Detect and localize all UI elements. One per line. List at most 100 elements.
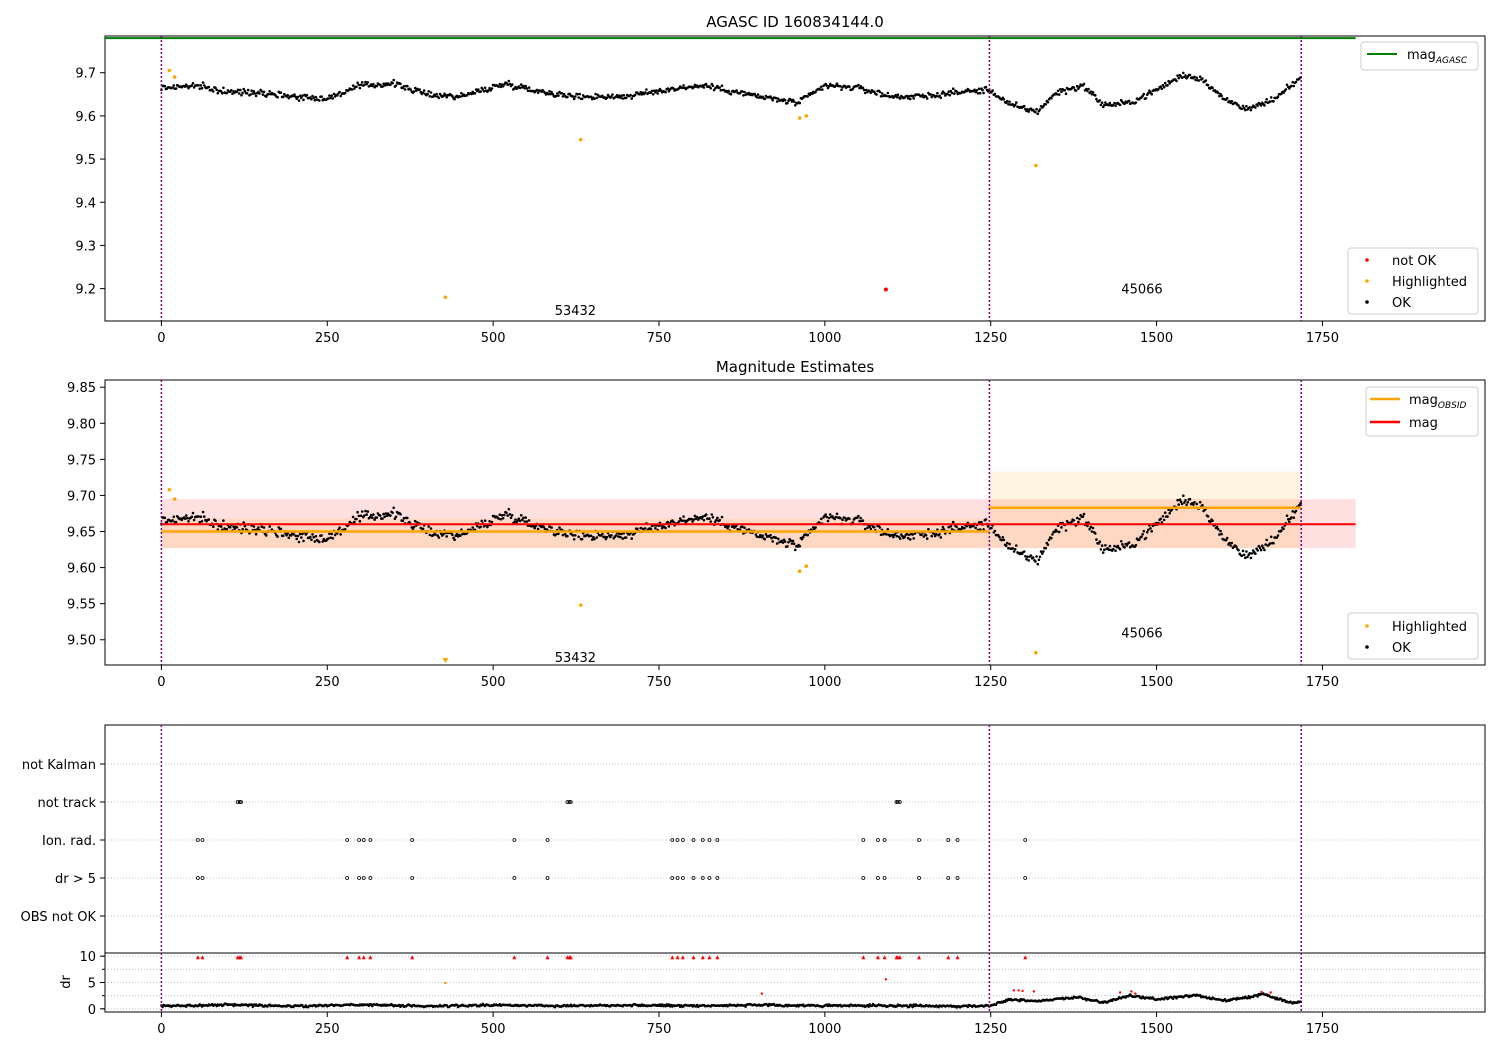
ok-point bbox=[818, 88, 822, 91]
ok-point bbox=[866, 526, 869, 530]
dr-capped-marker bbox=[368, 955, 373, 960]
dr-capped-marker bbox=[707, 955, 712, 960]
ok-point bbox=[941, 525, 945, 529]
ok-point bbox=[250, 89, 253, 92]
ok-point bbox=[701, 515, 705, 518]
ok-point bbox=[174, 87, 178, 90]
ok-point bbox=[993, 92, 997, 96]
ok-point bbox=[1055, 92, 1059, 96]
ok-point bbox=[865, 88, 868, 92]
ok-point bbox=[1291, 80, 1294, 84]
ok-point bbox=[666, 87, 670, 90]
ok-point bbox=[1074, 89, 1078, 92]
dr-flagged-point bbox=[1130, 990, 1133, 993]
legend-box bbox=[1360, 41, 1479, 71]
ok-point bbox=[375, 84, 379, 88]
dr-point bbox=[250, 1003, 253, 1006]
flag-marker bbox=[700, 876, 705, 880]
ok-point bbox=[1160, 87, 1164, 91]
ok-point bbox=[1288, 520, 1291, 523]
dr-capped-marker bbox=[345, 955, 350, 960]
ok-point bbox=[851, 521, 855, 524]
ok-point bbox=[1285, 83, 1289, 87]
flag-marker bbox=[239, 800, 243, 804]
ok-point bbox=[402, 85, 406, 88]
ok-point bbox=[1211, 86, 1214, 90]
ok-point bbox=[445, 535, 449, 538]
highlighted-point bbox=[172, 75, 177, 79]
ok-point bbox=[981, 88, 984, 92]
x-tick-label: 0 bbox=[157, 675, 165, 690]
dr-capped-marker bbox=[545, 955, 550, 960]
ok-point bbox=[978, 528, 982, 531]
ok-point bbox=[826, 519, 830, 523]
ok-point bbox=[743, 90, 746, 94]
ok-point bbox=[1180, 76, 1184, 79]
flag-marker bbox=[368, 838, 373, 842]
ok-point bbox=[1299, 501, 1302, 505]
ok-point bbox=[927, 527, 930, 531]
ok-point bbox=[590, 538, 594, 541]
ok-point bbox=[214, 519, 217, 523]
ok-point bbox=[1290, 84, 1293, 88]
ok-point bbox=[664, 526, 667, 530]
ok-point bbox=[691, 520, 694, 523]
ok-point bbox=[265, 534, 268, 537]
legend-marker bbox=[1365, 300, 1369, 304]
ok-point bbox=[639, 90, 642, 94]
ok-point bbox=[953, 92, 956, 95]
ok-point bbox=[944, 532, 947, 535]
y-tick-label: 9.75 bbox=[67, 453, 96, 468]
ok-point bbox=[219, 525, 223, 528]
panel-title: Magnitude Estimates bbox=[716, 358, 874, 376]
ok-point bbox=[1038, 555, 1042, 559]
dr-capped-marker bbox=[882, 955, 887, 960]
ok-point bbox=[1242, 106, 1246, 110]
dr-flagged-point bbox=[760, 992, 764, 995]
ok-point bbox=[295, 537, 299, 541]
ok-point bbox=[1179, 500, 1183, 504]
y-tick-label: 9.7 bbox=[75, 67, 96, 82]
ok-point bbox=[318, 99, 321, 102]
ok-point bbox=[542, 525, 545, 529]
ok-point bbox=[777, 537, 780, 541]
plot-frame bbox=[104, 724, 1486, 954]
ok-point bbox=[527, 86, 531, 89]
ok-point bbox=[183, 517, 187, 520]
ok-point bbox=[356, 510, 359, 514]
ok-point bbox=[201, 510, 205, 514]
y-tick-label: 9.50 bbox=[67, 634, 96, 649]
dr-flagged-point bbox=[1017, 989, 1020, 992]
ok-point bbox=[753, 92, 756, 96]
ok-point bbox=[187, 520, 190, 523]
ok-point bbox=[616, 535, 620, 538]
ok-point bbox=[973, 88, 976, 92]
ok-point bbox=[191, 82, 195, 85]
ok-point bbox=[427, 90, 431, 93]
ok-point bbox=[1168, 511, 1171, 515]
ok-point bbox=[1162, 86, 1166, 89]
ok-point bbox=[459, 95, 462, 99]
ok-point bbox=[1091, 90, 1095, 94]
ok-point bbox=[470, 92, 473, 96]
ok-point bbox=[243, 89, 247, 93]
ok-point bbox=[331, 537, 335, 540]
ok-point bbox=[475, 524, 479, 528]
ok-point bbox=[984, 518, 988, 521]
ok-point bbox=[508, 82, 512, 86]
highlighted-point bbox=[167, 68, 172, 73]
ok-point bbox=[560, 92, 564, 95]
ok-point bbox=[572, 97, 576, 101]
ok-point bbox=[1184, 499, 1187, 502]
ok-point bbox=[1134, 101, 1138, 104]
ok-point bbox=[434, 533, 437, 536]
ok-point bbox=[384, 512, 388, 515]
x-tick-label: 1500 bbox=[1140, 1022, 1173, 1037]
ok-point bbox=[1180, 502, 1184, 506]
ok-point bbox=[618, 532, 621, 536]
ok-point bbox=[241, 527, 244, 531]
ok-point bbox=[1259, 104, 1263, 107]
flag-marker bbox=[567, 800, 572, 804]
flag-marker bbox=[882, 838, 887, 842]
ok-point bbox=[938, 94, 941, 98]
